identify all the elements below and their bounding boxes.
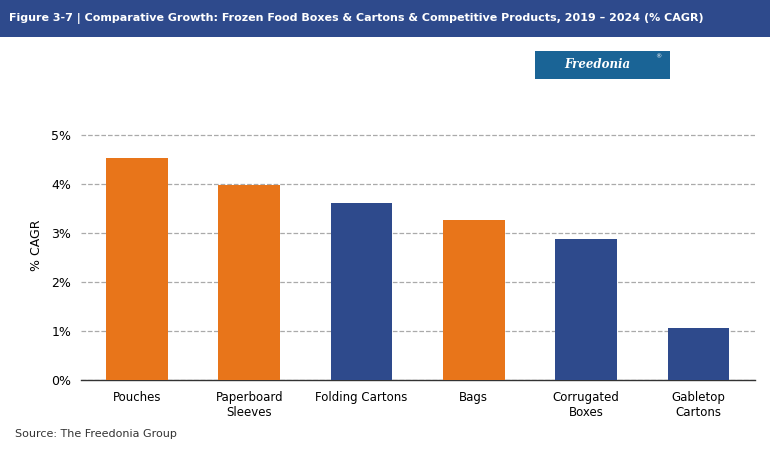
Bar [443, 220, 505, 380]
Bar [668, 328, 729, 380]
Bar [219, 185, 280, 380]
Text: Source: The Freedonia Group: Source: The Freedonia Group [15, 429, 177, 439]
Bar [330, 202, 393, 380]
Text: Freedonia: Freedonia [564, 58, 630, 71]
Text: ®: ® [654, 54, 661, 59]
Bar [106, 158, 168, 380]
Y-axis label: % CAGR: % CAGR [30, 220, 43, 271]
Bar [555, 239, 617, 380]
Text: Figure 3-7 | Comparative Growth: Frozen Food Boxes & Cartons & Competitive Produ: Figure 3-7 | Comparative Growth: Frozen … [9, 13, 704, 24]
